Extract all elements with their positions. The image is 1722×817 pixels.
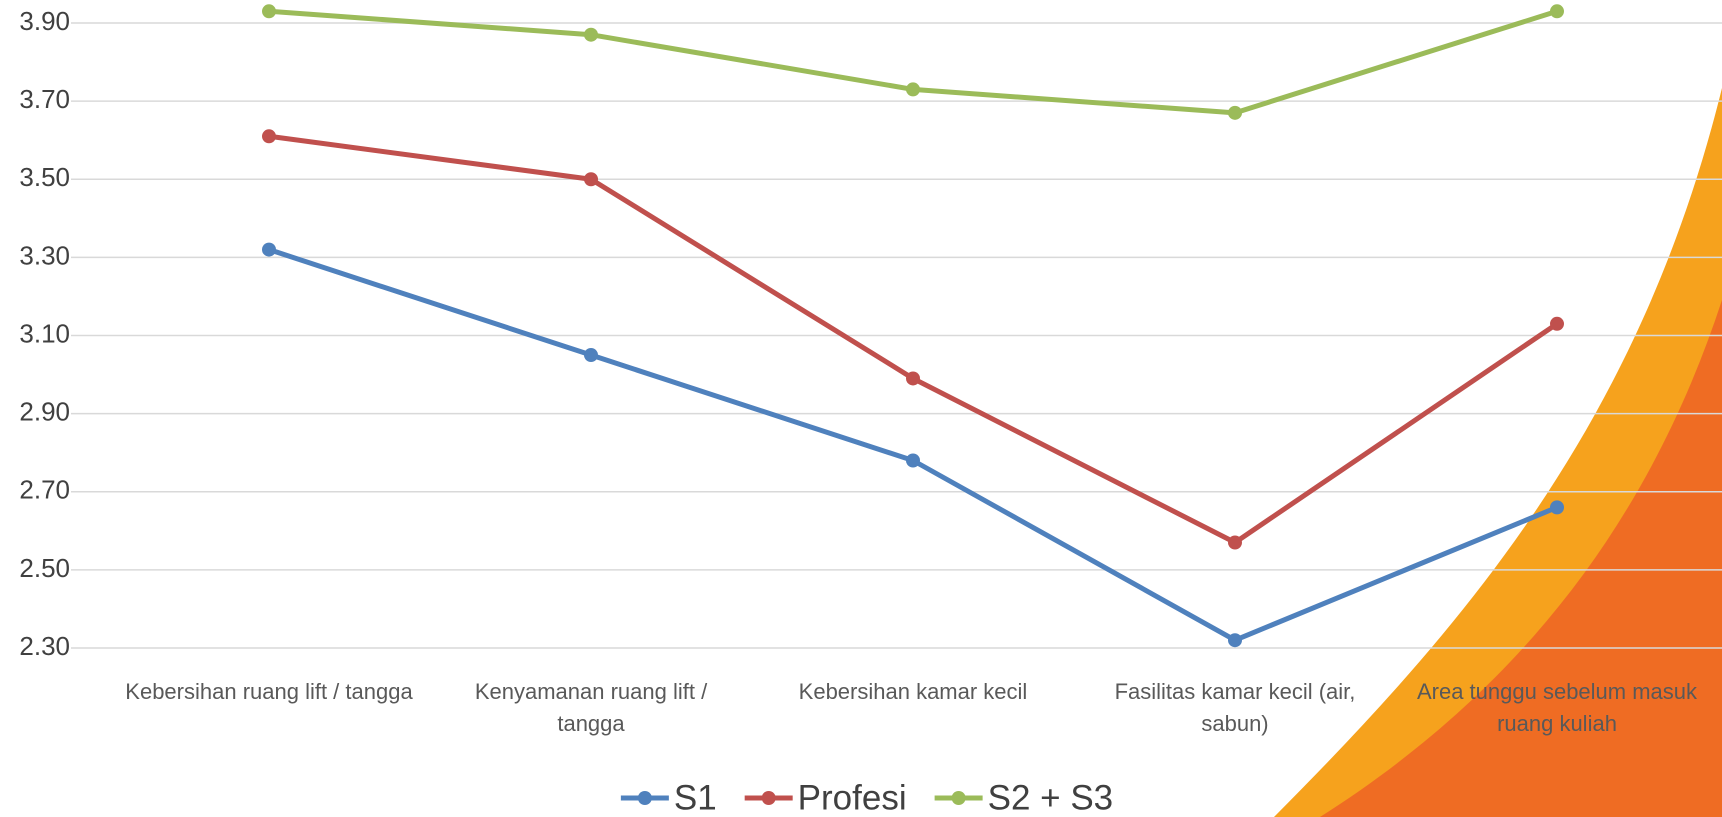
y-tick-label: 2.50 <box>19 553 70 583</box>
data-point <box>262 242 276 257</box>
data-point <box>584 172 598 187</box>
data-point <box>1550 500 1564 515</box>
y-tick-label: 3.70 <box>19 84 70 114</box>
data-point <box>262 129 276 144</box>
y-tick-label: 2.30 <box>19 631 70 661</box>
y-tick-label: 3.30 <box>19 240 70 270</box>
data-point <box>906 371 920 386</box>
data-point <box>1228 105 1242 120</box>
series-line <box>268 8 1558 116</box>
y-tick-label: 3.50 <box>19 162 70 192</box>
x-tick-label: Fasilitas kamar kecil (air, sabun) <box>1114 679 1356 736</box>
series-line <box>268 247 1558 643</box>
legend-label: S2 + S3 <box>988 778 1114 817</box>
data-point <box>1550 4 1564 19</box>
legend-marker <box>761 791 776 805</box>
x-tick-label: Area tunggu sebelum masuk ruang kuliah <box>1416 679 1698 736</box>
x-tick-label: Kebersihan ruang lift / tangga <box>125 679 413 704</box>
y-tick-label: 3.10 <box>19 318 70 348</box>
legend-marker <box>951 791 966 805</box>
y-tick-label: 3.90 <box>19 6 70 36</box>
data-point <box>262 4 276 19</box>
legend: S1 Profesi S2 + S3 <box>620 778 1114 817</box>
x-tick-label: Kenyamanan ruang lift / tangga <box>474 679 708 736</box>
legend-label: S1 <box>674 778 717 817</box>
data-point <box>906 453 920 468</box>
series-line <box>268 133 1559 546</box>
decor-inner <box>1320 300 1722 817</box>
y-tick-label: 2.70 <box>19 475 70 505</box>
x-tick-label: Kebersihan kamar kecil <box>798 679 1028 704</box>
data-point <box>1550 316 1564 331</box>
data-point <box>584 348 598 363</box>
legend-marker <box>637 791 652 805</box>
legend-label: Profesi <box>798 778 907 817</box>
data-point <box>584 27 598 42</box>
y-tick-label: 2.90 <box>19 397 70 427</box>
data-point <box>906 82 920 97</box>
data-point <box>1228 535 1242 550</box>
data-point <box>1228 633 1242 648</box>
